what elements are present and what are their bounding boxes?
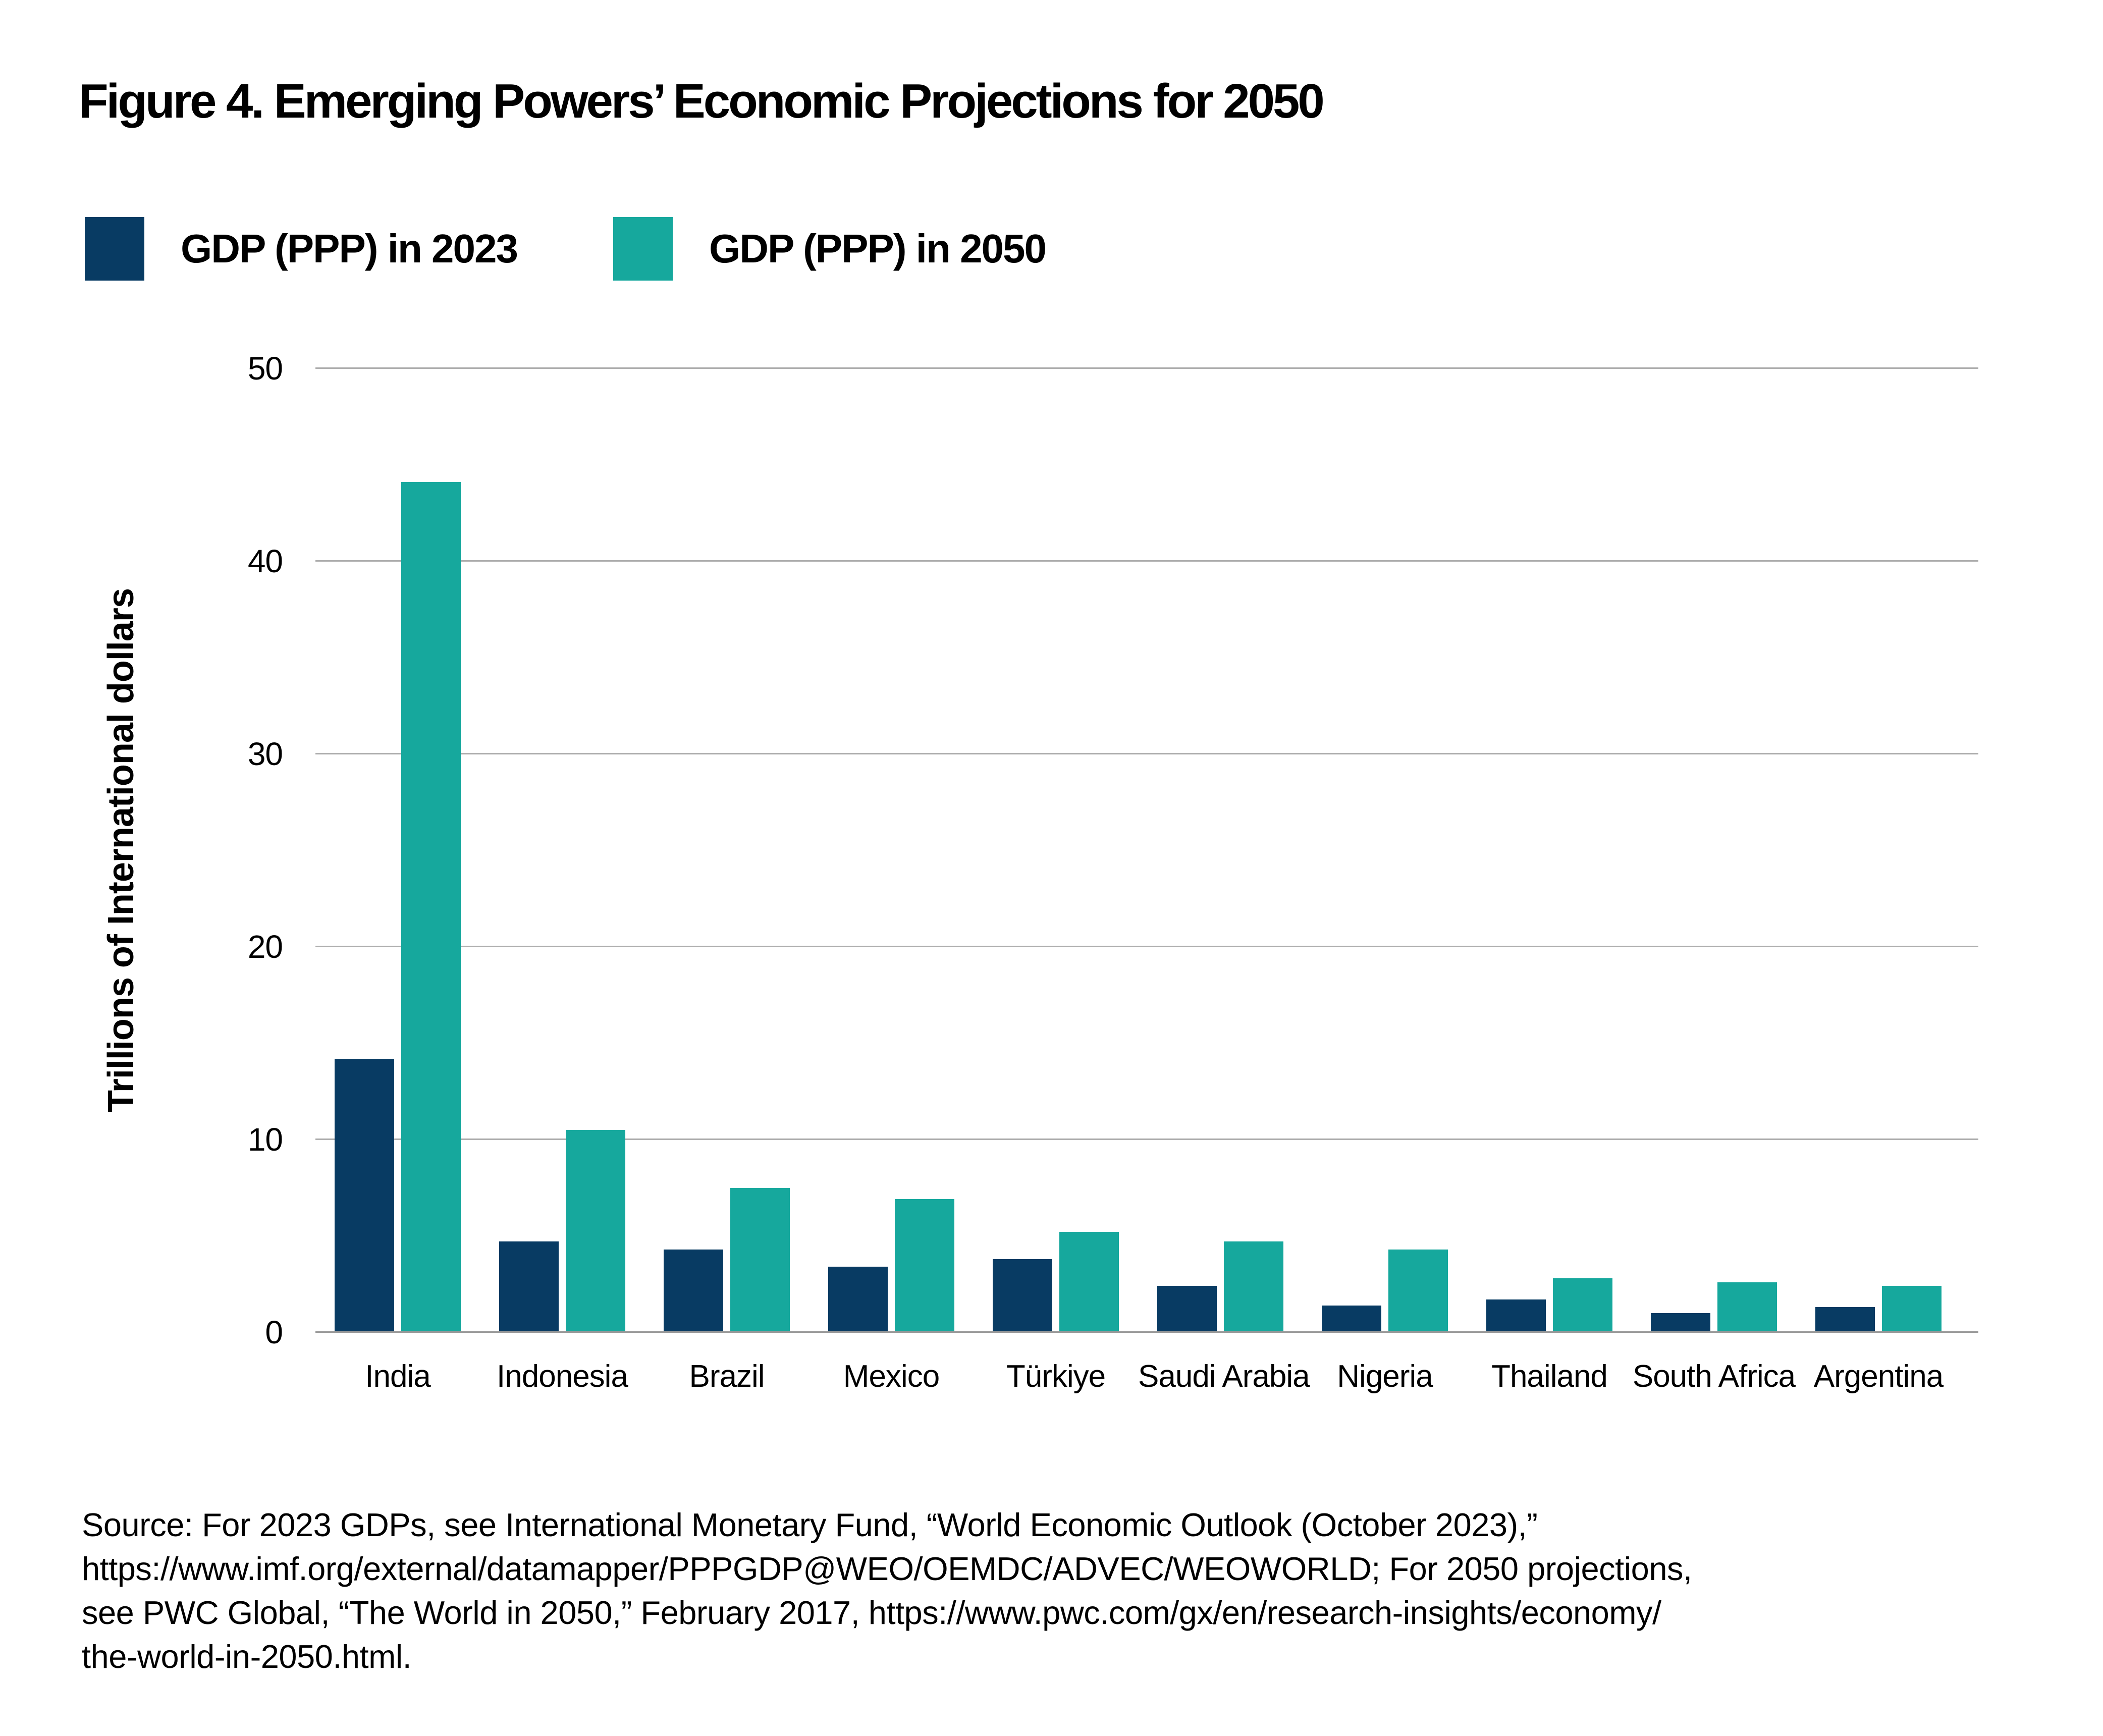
bar-2050-saudi-arabia <box>1224 1241 1283 1332</box>
bar-group-india <box>315 368 480 1332</box>
source-note: Source: For 2023 GDPs, see International… <box>82 1503 1949 1678</box>
bar-group-saudi-arabia <box>1138 368 1303 1332</box>
gridline <box>315 367 1978 369</box>
x-axis-label-brazil: Brazil <box>689 1359 765 1394</box>
bar-group-mexico <box>809 368 974 1332</box>
bar-2050-türkiye <box>1059 1232 1119 1332</box>
y-tick-label: 30 <box>247 736 283 772</box>
y-tick-label: 40 <box>247 543 283 579</box>
bar-2023-thailand <box>1486 1299 1546 1332</box>
bar-2050-indonesia <box>566 1129 625 1332</box>
y-axis-ticks: 0 10 20 30 40 50 <box>0 350 283 1350</box>
source-line: the-world-in-2050.html. <box>82 1638 412 1675</box>
x-axis-labels: India Indonesia Brazil Mexico Türkiye Saudi A… <box>315 1359 1961 1394</box>
plot-area <box>315 367 1978 1333</box>
bar-2023-türkiye <box>993 1259 1052 1332</box>
bar-2023-nigeria <box>1322 1305 1381 1332</box>
figure-title: Figure 4. Emerging Powers’ Economic Proj… <box>79 74 1325 128</box>
bar-2023-south-africa <box>1651 1313 1710 1332</box>
bars-row <box>315 368 1961 1332</box>
x-axis-label-argentina: Argentina <box>1813 1359 1944 1394</box>
x-axis-label-nigeria: Nigeria <box>1337 1359 1433 1394</box>
legend-item-2023: GDP (PPP) in 2023 <box>85 217 518 281</box>
x-axis-label-indonesia: Indonesia <box>497 1359 628 1394</box>
bar-2023-saudi-arabia <box>1157 1286 1217 1332</box>
bar-group-south-africa <box>1632 368 1796 1332</box>
bar-2023-mexico <box>828 1267 888 1332</box>
bar-group-brazil <box>644 368 809 1332</box>
legend-label-2023: GDP (PPP) in 2023 <box>181 226 518 271</box>
legend: GDP (PPP) in 2023 GDP (PPP) in 2050 <box>85 217 1047 281</box>
x-axis-label-india: India <box>365 1359 430 1394</box>
gridline <box>315 753 1978 754</box>
bar-2050-india <box>401 482 461 1332</box>
bar-group-thailand <box>1467 368 1632 1332</box>
x-axis-label-thailand: Thailand <box>1491 1359 1608 1394</box>
legend-label-2050: GDP (PPP) in 2050 <box>709 226 1047 271</box>
legend-item-2050: GDP (PPP) in 2050 <box>613 217 1047 281</box>
bar-2050-brazil <box>730 1187 790 1332</box>
y-tick-label: 10 <box>247 1121 283 1158</box>
bar-group-indonesia <box>480 368 644 1332</box>
bar-2023-india <box>335 1058 394 1332</box>
gridline <box>315 1138 1978 1140</box>
gridline <box>315 560 1978 562</box>
y-tick-label: 0 <box>265 1314 283 1350</box>
source-line: see PWC Global, “The World in 2050,” Feb… <box>82 1594 1661 1631</box>
bar-2050-nigeria <box>1388 1249 1448 1332</box>
bar-2050-south-africa <box>1717 1282 1777 1332</box>
legend-swatch-2023 <box>85 217 144 281</box>
bar-2050-thailand <box>1553 1278 1612 1332</box>
bar-group-türkiye <box>974 368 1138 1332</box>
source-line: Source: For 2023 GDPs, see International… <box>82 1506 1538 1543</box>
bar-2050-mexico <box>895 1199 954 1332</box>
x-axis-label-mexico: Mexico <box>843 1359 940 1394</box>
x-axis-baseline <box>315 1331 1978 1333</box>
gridline <box>315 946 1978 947</box>
y-tick-label: 50 <box>247 350 283 387</box>
bar-2023-indonesia <box>499 1241 559 1332</box>
y-tick-label: 20 <box>247 929 283 965</box>
bar-2050-argentina <box>1882 1286 1942 1332</box>
x-axis-label-south-africa: South Africa <box>1632 1359 1796 1394</box>
bar-2023-brazil <box>664 1249 723 1332</box>
bar-2023-argentina <box>1815 1307 1875 1332</box>
legend-swatch-2050 <box>613 217 673 281</box>
bar-group-argentina <box>1796 368 1961 1332</box>
bar-group-nigeria <box>1303 368 1467 1332</box>
source-line: https://www.imf.org/external/datamapper/… <box>82 1550 1692 1587</box>
x-axis-label-türkiye: Türkiye <box>1006 1359 1106 1394</box>
x-axis-label-saudi-arabia: Saudi Arabia <box>1138 1359 1310 1394</box>
